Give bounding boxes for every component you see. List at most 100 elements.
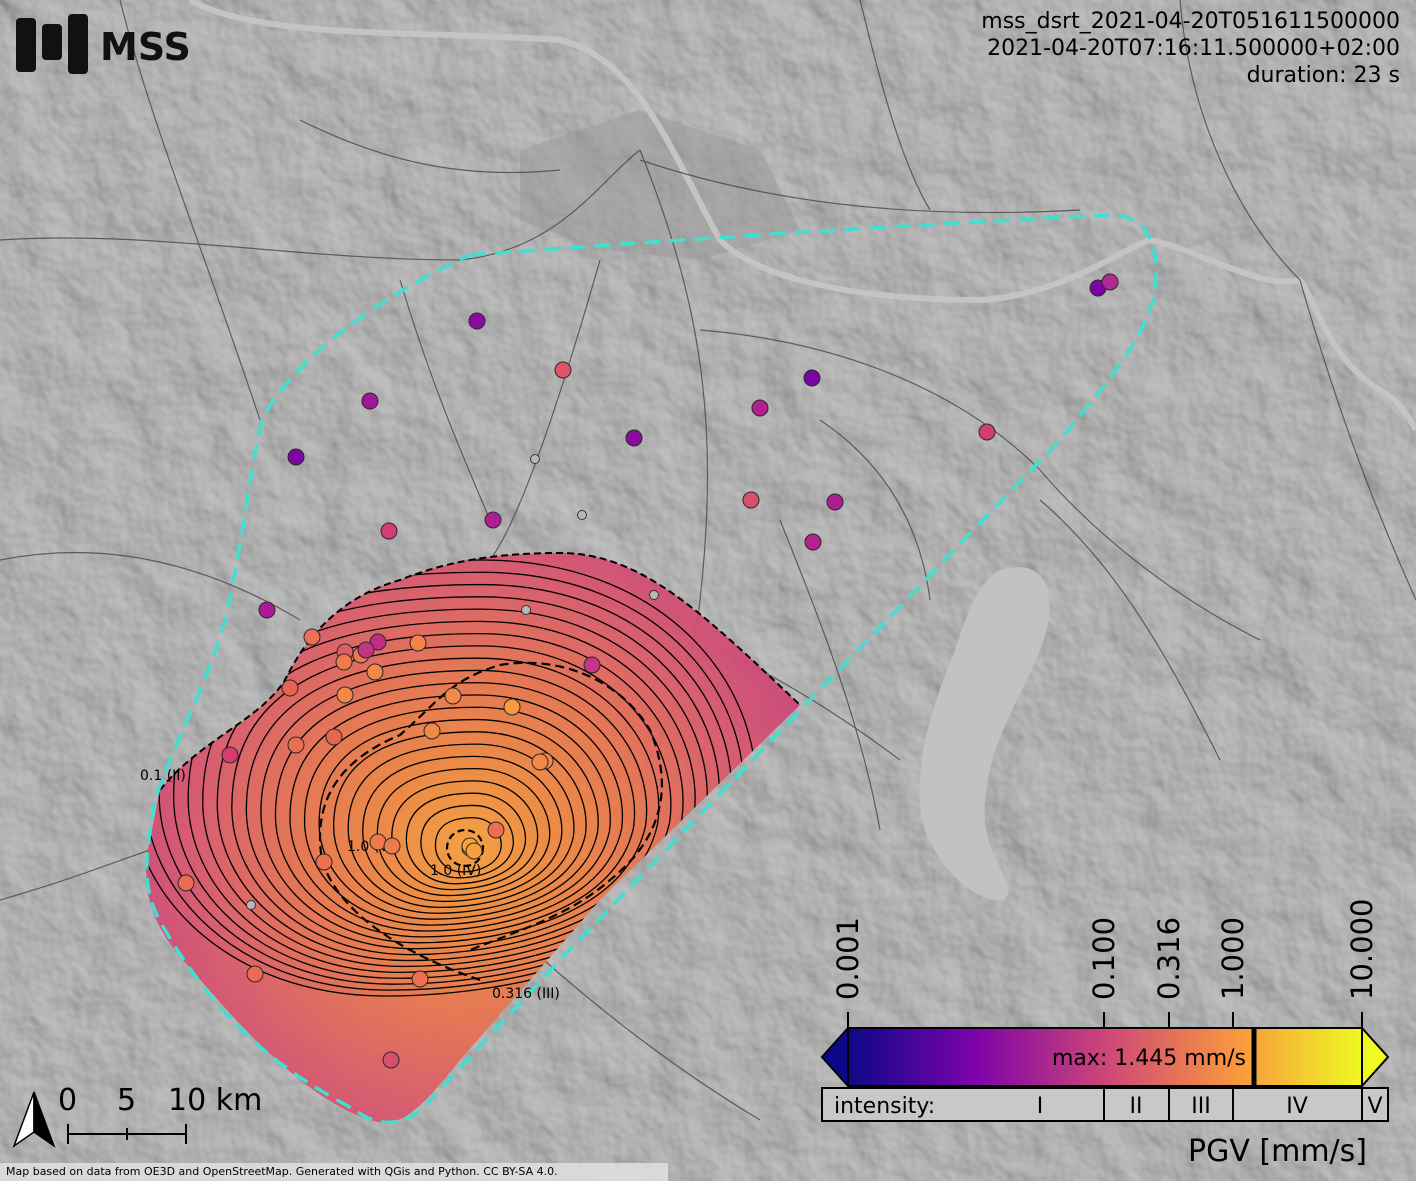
intensity-class-III: III	[1191, 1094, 1210, 1119]
contour-line	[391, 780, 539, 891]
lake-neusiedl	[919, 567, 1050, 901]
contour-line	[405, 792, 527, 885]
colorbar-tick-0.001: 0.001	[831, 917, 865, 1000]
contour-line	[434, 817, 502, 873]
colorbar-tick-0.100: 0.100	[1087, 917, 1121, 1000]
station-marker[interactable]	[531, 753, 549, 771]
contour-line	[260, 669, 648, 944]
station-marker[interactable]	[303, 628, 321, 646]
intensity-class-IV: IV	[1286, 1094, 1308, 1119]
intensity-label: intensity:	[834, 1094, 935, 1119]
station-marker[interactable]	[444, 687, 462, 705]
station-marker[interactable]	[625, 429, 643, 447]
contour-line	[303, 706, 611, 926]
attribution-footer: Map based on data from OE3D and OpenStre…	[0, 1163, 668, 1181]
colorbar-tick-10.000: 10.000	[1345, 899, 1379, 1000]
station-marker[interactable]	[382, 1051, 400, 1069]
station-marker[interactable]	[409, 634, 427, 652]
station-marker[interactable]	[742, 491, 760, 509]
inactive-station-marker	[246, 900, 256, 910]
contour-label-1.0-iv: 1.0 (IV)	[430, 863, 481, 879]
contour-line	[347, 743, 575, 909]
vienna-urban-area	[520, 110, 800, 260]
contour-line	[332, 731, 587, 914]
contour-1.0	[445, 828, 485, 868]
event-id: mss_dsrt_2021-04-20T051611500000	[981, 9, 1400, 34]
contour-line	[289, 694, 624, 932]
legend-title: PGV [mm/s]	[1188, 1134, 1367, 1169]
intensity-class-II: II	[1130, 1094, 1143, 1119]
inactive-station-marker	[577, 510, 587, 520]
station-marker[interactable]	[281, 679, 299, 697]
inactive-station-marker	[649, 590, 659, 600]
logo-bar-2	[42, 24, 62, 60]
station-marker[interactable]	[487, 821, 505, 839]
station-marker[interactable]	[336, 686, 354, 704]
pgv-legend: max: 1.445 mm/s 0.001 0.100 0.316 1.000 …	[820, 899, 1390, 1122]
station-marker[interactable]	[503, 698, 521, 716]
inactive-station-marker	[530, 454, 540, 464]
contour-line	[362, 755, 563, 903]
logo-text: MSS	[100, 25, 191, 69]
event-time: 2021-04-20T07:16:11.500000+02:00	[987, 36, 1400, 61]
scale-label-10km: 10 km	[168, 1083, 262, 1118]
station-marker[interactable]	[258, 601, 276, 619]
station-marker[interactable]	[803, 369, 821, 387]
station-marker[interactable]	[366, 663, 384, 681]
station-marker[interactable]	[826, 493, 844, 511]
north-arrow-icon	[12, 1091, 56, 1148]
contour-line	[318, 718, 599, 920]
station-marker[interactable]	[325, 728, 343, 746]
station-marker[interactable]	[357, 641, 375, 659]
colorbar-tick-1.000: 1.000	[1216, 917, 1250, 1000]
station-marker[interactable]	[978, 423, 996, 441]
station-marker[interactable]	[804, 533, 822, 551]
station-marker[interactable]	[287, 736, 305, 754]
contour-label-0.1: 0.1 (II)	[140, 768, 186, 784]
station-marker[interactable]	[383, 837, 401, 855]
scale-bar: 0 5 10 km	[58, 1083, 262, 1144]
station-marker[interactable]	[554, 361, 572, 379]
scale-label-0: 0	[58, 1083, 77, 1118]
station-marker[interactable]	[315, 853, 333, 871]
station-marker[interactable]	[369, 833, 387, 851]
station-marker[interactable]	[287, 448, 305, 466]
logo-bar-1	[16, 18, 36, 72]
danube-river	[188, 0, 1416, 432]
contour-line	[216, 632, 684, 962]
network-outline	[145, 213, 1158, 1125]
station-marker[interactable]	[484, 511, 502, 529]
station-marker[interactable]	[361, 392, 379, 410]
inactive-station-marker	[521, 605, 531, 615]
colorbar	[847, 1027, 1363, 1087]
station-marker[interactable]	[468, 312, 486, 330]
station-marker[interactable]	[583, 656, 601, 674]
colorbar-tick-0.316: 0.316	[1152, 917, 1186, 1000]
intensity-class-I: I	[1037, 1094, 1044, 1119]
station-marker[interactable]	[465, 842, 483, 860]
contour-0.1	[159, 551, 801, 791]
station-markers[interactable]	[177, 273, 1119, 1069]
mss-logo: MSS	[16, 14, 191, 74]
station-marker[interactable]	[423, 722, 441, 740]
station-marker[interactable]	[369, 633, 387, 651]
contour-line	[420, 804, 514, 879]
station-marker[interactable]	[221, 746, 239, 764]
station-marker[interactable]	[751, 399, 769, 417]
intensity-dividers	[1103, 1088, 1363, 1121]
logo-bar-3	[68, 14, 88, 74]
intensity-class-V: V	[1367, 1094, 1382, 1119]
colorbar-ticks	[847, 1012, 1363, 1028]
scale-label-5: 5	[117, 1083, 136, 1118]
station-marker[interactable]	[335, 653, 353, 671]
station-marker[interactable]	[411, 970, 429, 988]
station-marker[interactable]	[246, 965, 264, 983]
colorbar-max-label: max: 1.445 mm/s	[1052, 1046, 1246, 1071]
inactive-station-markers	[246, 454, 659, 910]
station-marker[interactable]	[380, 522, 398, 540]
station-marker[interactable]	[177, 874, 195, 892]
contour-line	[274, 682, 636, 938]
station-marker[interactable]	[1101, 273, 1119, 291]
